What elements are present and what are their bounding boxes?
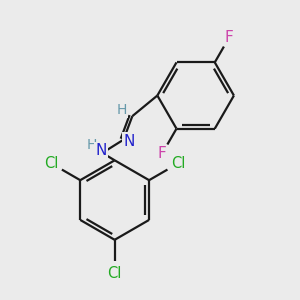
Text: N: N	[95, 143, 106, 158]
Text: H: H	[117, 103, 127, 117]
Text: Cl: Cl	[44, 156, 58, 171]
Text: H: H	[87, 138, 97, 152]
Text: Cl: Cl	[171, 156, 185, 171]
Text: N: N	[123, 134, 134, 149]
Text: F: F	[225, 30, 233, 45]
Text: Cl: Cl	[107, 266, 122, 281]
Text: F: F	[158, 146, 167, 161]
